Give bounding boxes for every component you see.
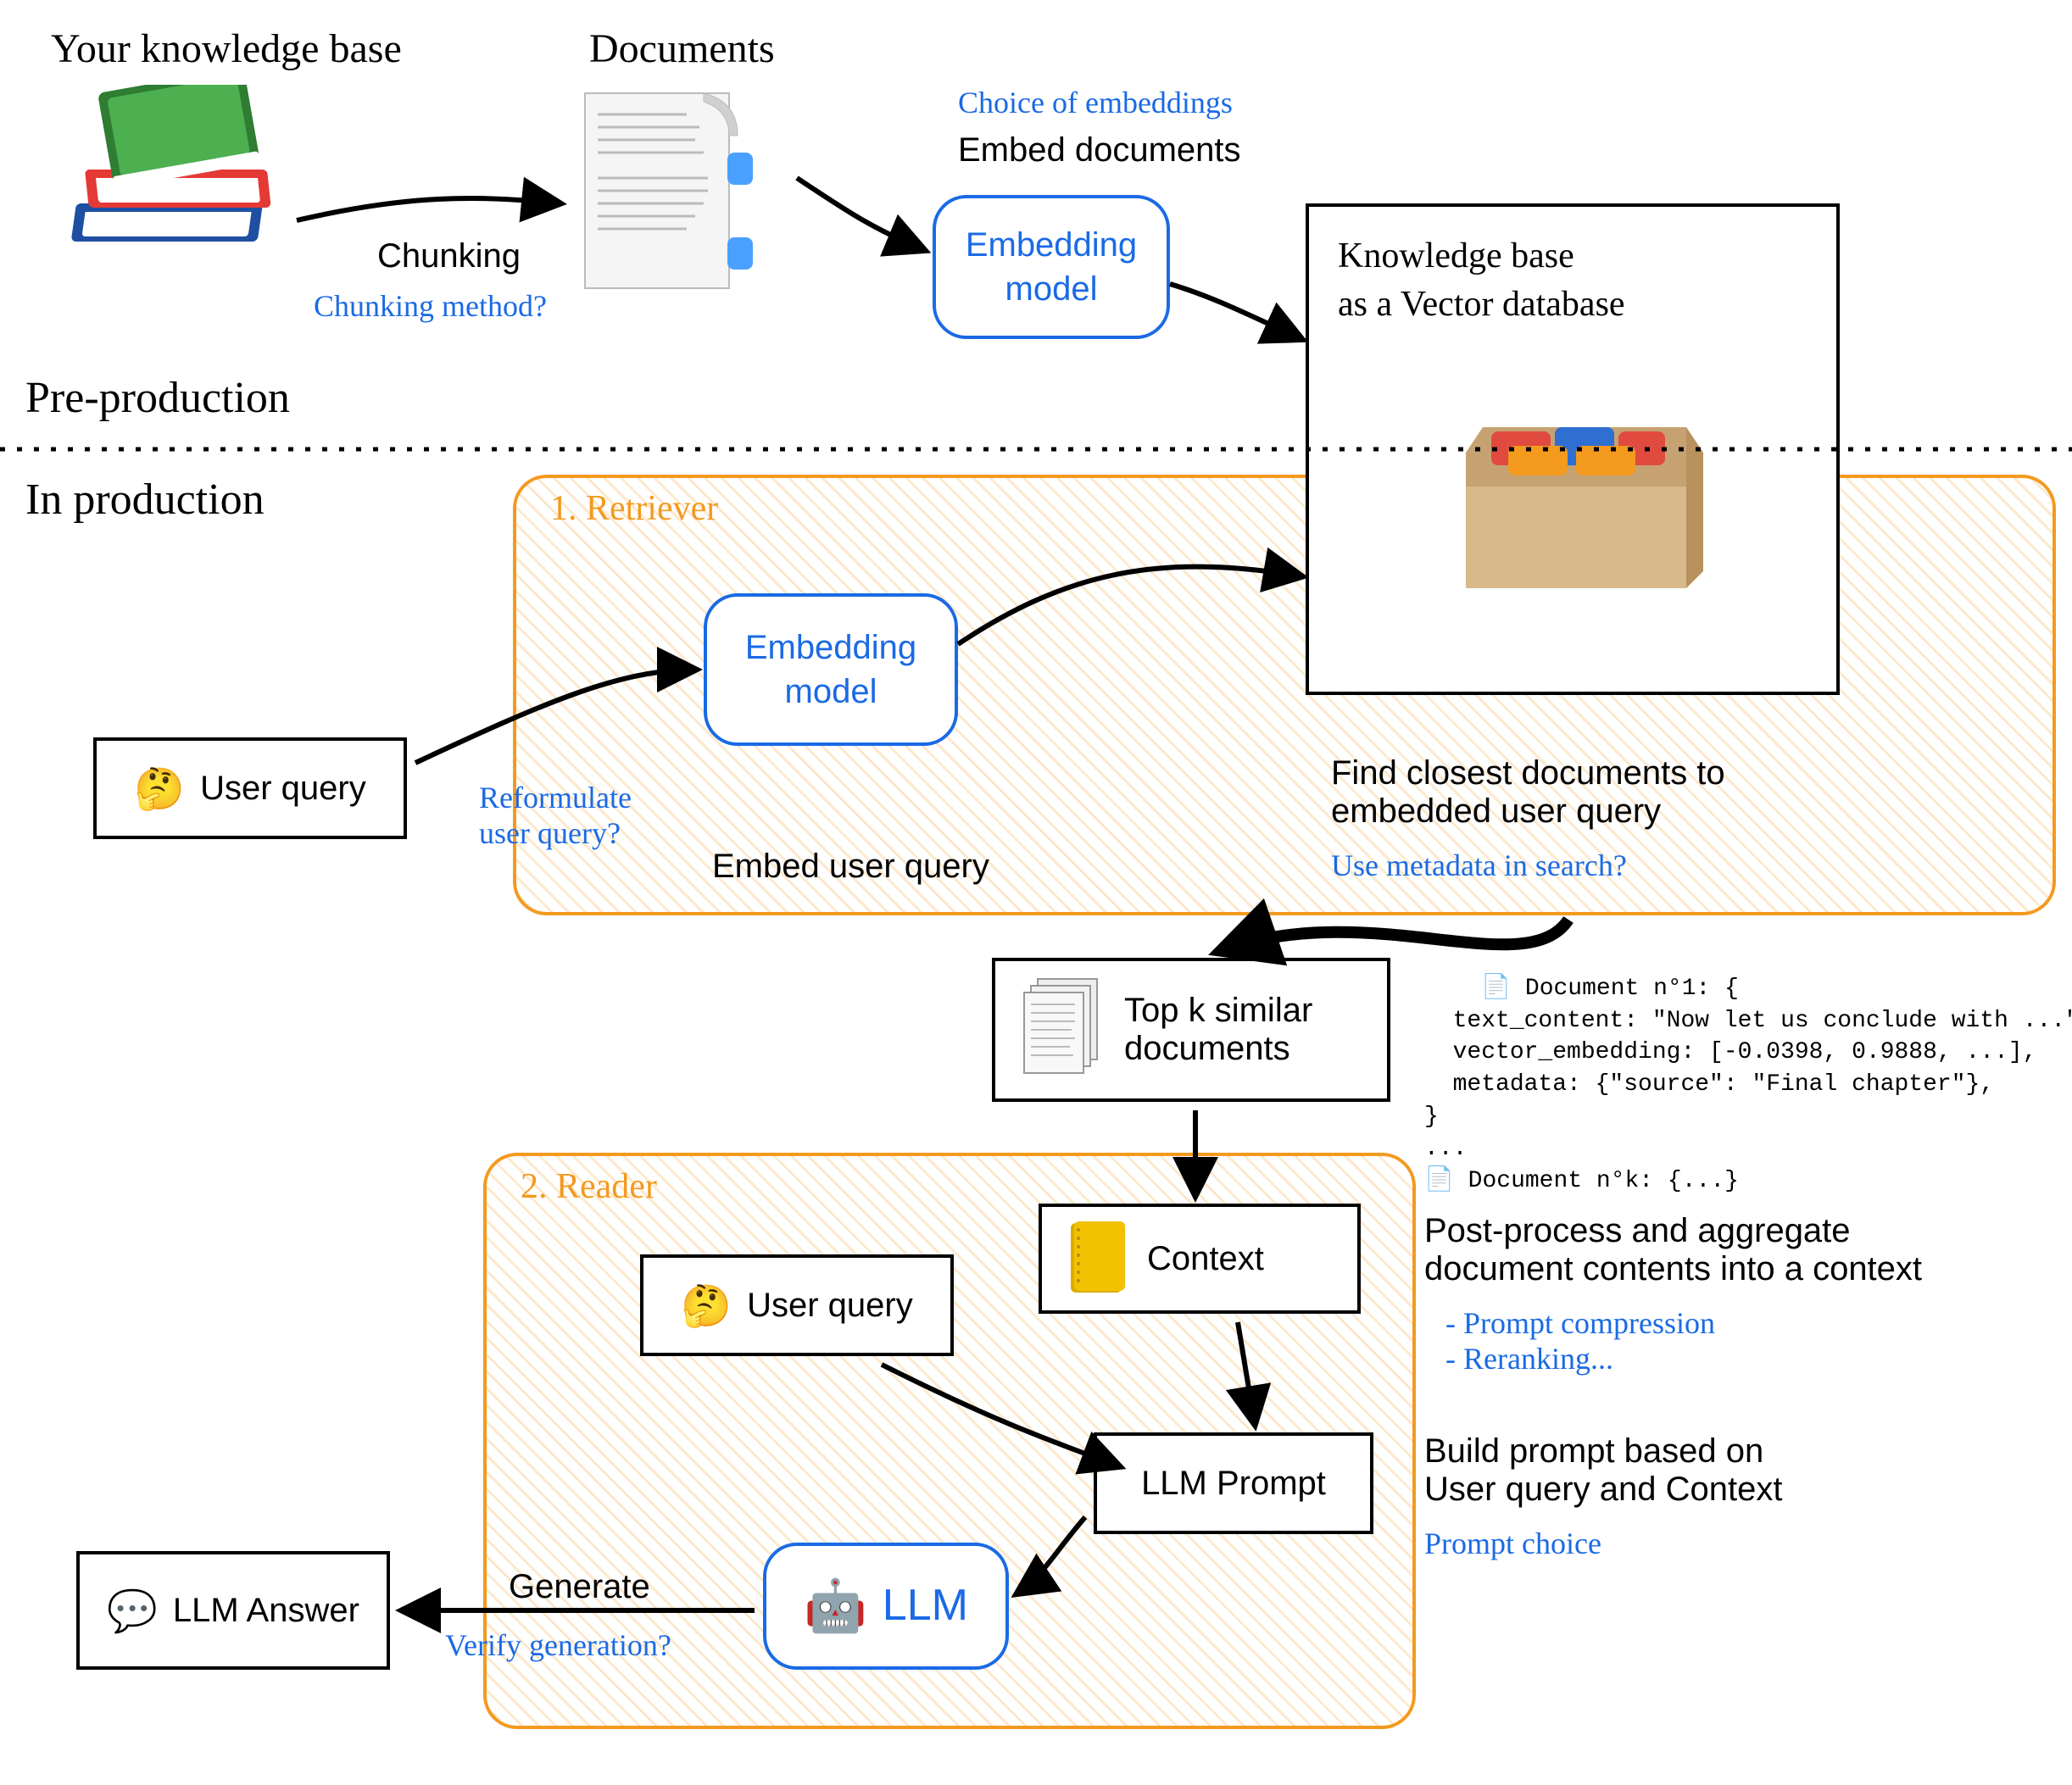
user-query-label-2: User query — [747, 1287, 913, 1325]
llm-box: 🤖 LLM — [763, 1543, 1009, 1670]
note-reformulate: Reformulate user query? — [479, 780, 632, 851]
note-find-closest: Find closest documents to embedded user … — [1331, 754, 1725, 831]
note-generate: Generate — [509, 1568, 650, 1606]
vector-db-line1: Knowledge base — [1338, 232, 1807, 281]
note-choice-embeddings: Choice of embeddings — [958, 85, 1233, 120]
speech-emoji: 💬 — [107, 1587, 158, 1635]
title-knowledge-base: Your knowledge base — [51, 25, 402, 72]
note-prompt-choice: Prompt choice — [1424, 1526, 1601, 1561]
thinking-emoji-1: 🤔 — [134, 765, 185, 813]
title-in-production: In production — [25, 475, 265, 525]
code-block: 📄 Document n°1: { text_content: "Now let… — [1424, 941, 2072, 1229]
doc-stack-icon — [1012, 970, 1114, 1089]
embedding-model-label-1: Embedding model — [936, 223, 1167, 311]
retriever-title: 1. Retriever — [550, 488, 718, 529]
llm-answer-box: 💬 LLM Answer — [76, 1551, 390, 1670]
note-verify: Verify generation? — [445, 1627, 671, 1663]
code-l3: vector_embedding: [-0.0398, 0.9888, ...]… — [1424, 1039, 2037, 1065]
notebook-icon — [1064, 1216, 1132, 1301]
note-embed-user-query: Embed user query — [712, 848, 989, 886]
note-chunking-method: Chunking method? — [314, 288, 547, 324]
note-build-prompt: Build prompt based on User query and Con… — [1424, 1432, 1782, 1509]
code-l6: ... — [1424, 1136, 1467, 1162]
thinking-emoji-2: 🤔 — [681, 1282, 732, 1330]
llm-answer-label: LLM Answer — [173, 1592, 359, 1630]
vector-db-box: Knowledge base as a Vector database — [1306, 203, 1840, 695]
context-label: Context — [1147, 1240, 1264, 1278]
user-query-label-1: User query — [200, 770, 366, 808]
doc-page-icon-2: 📄 — [1424, 1168, 1468, 1194]
diagram-canvas: 1. Retriever 2. Reader Knowledge base as… — [0, 0, 2072, 1785]
document-icon — [568, 76, 788, 314]
title-documents: Documents — [589, 25, 775, 72]
code-l7: Document n°k: {...} — [1468, 1168, 1739, 1194]
title-preproduction: Pre-production — [25, 373, 290, 423]
vector-db-line2: as a Vector database — [1338, 281, 1807, 329]
note-embed-documents: Embed documents — [958, 131, 1241, 170]
books-icon — [68, 85, 305, 288]
code-l1: Document n°1: { — [1525, 976, 1739, 1002]
llm-prompt-box: LLM Prompt — [1094, 1432, 1373, 1534]
llm-prompt-label: LLM Prompt — [1141, 1465, 1326, 1503]
note-postprocess-sub: - Prompt compression - Reranking... — [1445, 1305, 1715, 1376]
reader-title: 2. Reader — [521, 1166, 657, 1207]
code-l2: text_content: "Now let us conclude with … — [1424, 1008, 2072, 1034]
llm-label: LLM — [883, 1577, 968, 1635]
topk-box: Top k similar documents — [992, 958, 1390, 1102]
code-l5: } — [1424, 1104, 1439, 1130]
note-use-metadata: Use metadata in search? — [1331, 848, 1627, 883]
doc-page-icon-1: 📄 — [1481, 976, 1525, 1002]
robot-emoji: 🤖 — [804, 1573, 867, 1639]
user-query-box-1: 🤔 User query — [93, 737, 407, 839]
code-l4: metadata: {"source": "Final chapter"}, — [1424, 1071, 1994, 1098]
embedding-model-box-2: Embedding model — [704, 593, 958, 746]
embedding-model-label-2: Embedding model — [707, 626, 955, 714]
note-chunking: Chunking — [377, 237, 521, 275]
topk-label: Top k similar documents — [1124, 992, 1387, 1068]
embedding-model-box-1: Embedding model — [933, 195, 1170, 339]
user-query-box-2: 🤔 User query — [640, 1254, 954, 1356]
card-box-icon — [1449, 385, 1703, 605]
context-box: Context — [1039, 1204, 1361, 1314]
